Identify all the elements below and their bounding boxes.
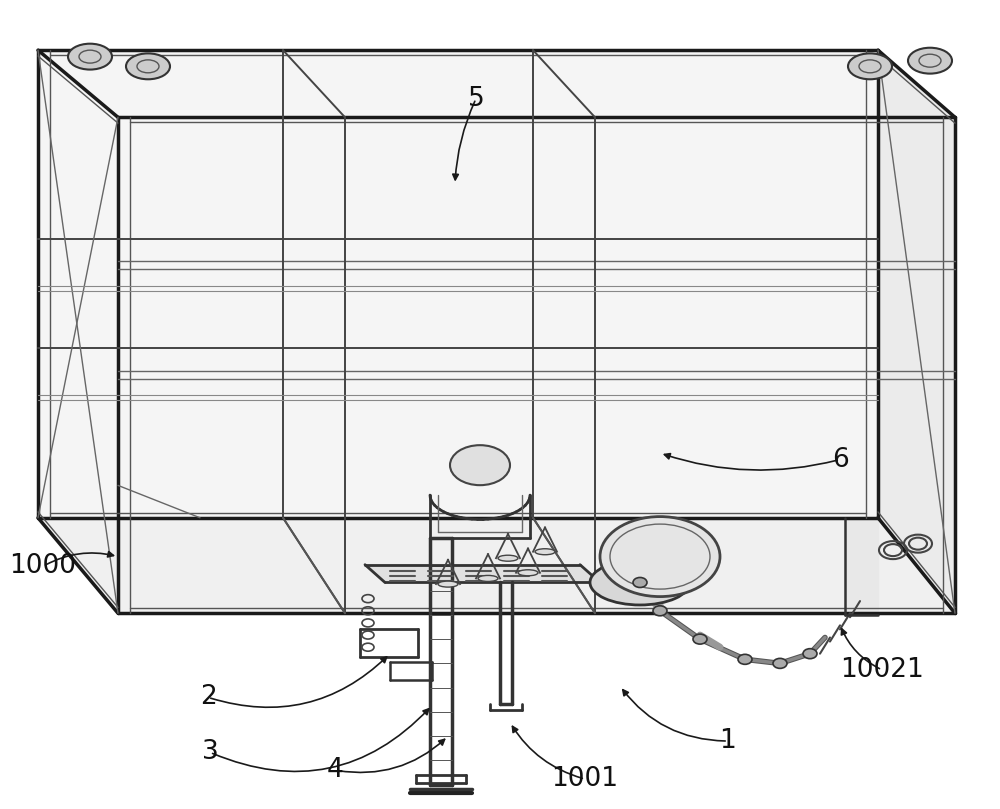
Text: 5: 5 (468, 86, 484, 112)
Ellipse shape (126, 53, 170, 79)
Polygon shape (878, 50, 955, 613)
Text: 6: 6 (832, 447, 848, 472)
Text: 1000: 1000 (10, 553, 76, 579)
Ellipse shape (590, 560, 690, 605)
Polygon shape (365, 565, 600, 582)
Text: 1: 1 (720, 728, 736, 754)
Ellipse shape (518, 570, 538, 576)
Ellipse shape (848, 53, 892, 79)
Ellipse shape (600, 517, 720, 596)
Text: 4: 4 (327, 757, 343, 783)
Text: 10021: 10021 (840, 657, 924, 683)
Ellipse shape (653, 606, 667, 616)
Ellipse shape (773, 659, 787, 668)
Ellipse shape (803, 649, 817, 659)
Polygon shape (38, 518, 955, 613)
Ellipse shape (438, 581, 458, 587)
Ellipse shape (908, 48, 952, 74)
Text: 2: 2 (200, 684, 216, 710)
Ellipse shape (633, 578, 647, 587)
Text: 3: 3 (202, 739, 218, 765)
Ellipse shape (535, 549, 555, 555)
Text: 1001: 1001 (552, 766, 618, 792)
Polygon shape (38, 50, 878, 518)
Ellipse shape (68, 44, 112, 70)
Ellipse shape (693, 634, 707, 644)
Ellipse shape (738, 654, 752, 664)
Ellipse shape (478, 575, 498, 582)
Polygon shape (845, 518, 878, 615)
Ellipse shape (450, 445, 510, 485)
Ellipse shape (498, 555, 518, 561)
